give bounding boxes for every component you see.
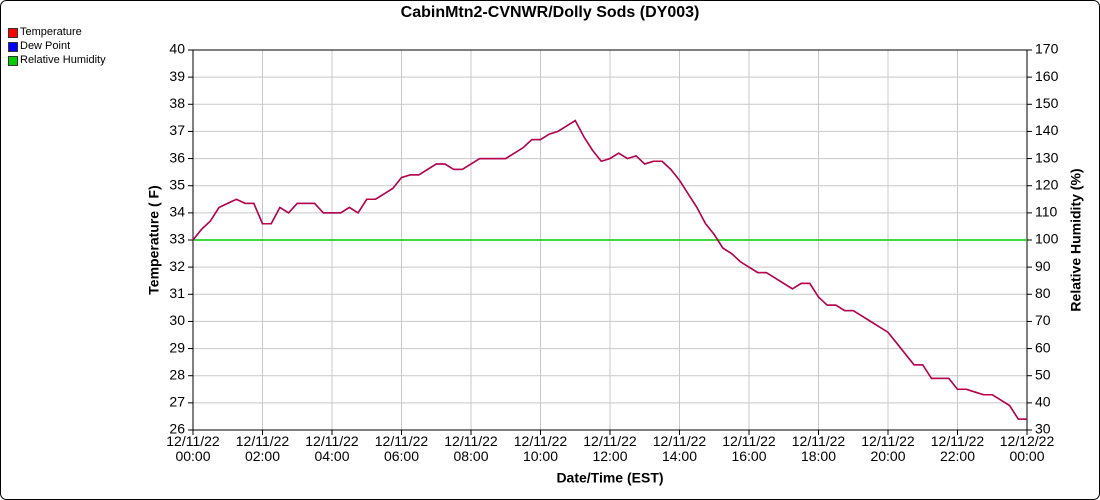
y-tick-label: 29: [169, 339, 185, 355]
x-tick-label: 12/11/22 08:00: [444, 433, 498, 464]
y-tick-label: 26: [169, 421, 185, 437]
y2-tick-label: 60: [1035, 339, 1051, 355]
y-tick-label: 32: [169, 258, 185, 274]
y-tick-label: 35: [169, 176, 185, 192]
y2-tick-label: 120: [1035, 176, 1059, 192]
series-line: [192, 119, 1027, 420]
y2-axis-title: Relative Humidity (%): [1068, 168, 1084, 311]
y-tick-label: 31: [169, 285, 185, 301]
y-tick-label: 34: [169, 204, 185, 220]
y-axis-title: Temperature ( F): [146, 185, 162, 294]
y-tick-label: 37: [169, 122, 185, 138]
y-tick-label: 28: [169, 366, 185, 382]
y2-tick-label: 80: [1035, 285, 1051, 301]
chart-title: CabinMtn2-CVNWR/Dolly Sods (DY003): [401, 4, 700, 21]
y-tick-label: 33: [169, 231, 185, 247]
legend-swatch: [8, 42, 18, 52]
legend-label: Dew Point: [20, 40, 71, 52]
y2-tick-label: 140: [1035, 122, 1059, 138]
x-tick-label: 12/11/22 06:00: [374, 433, 429, 464]
legend-swatch: [8, 56, 18, 66]
legend-label: Relative Humidity: [20, 54, 106, 66]
y-tick-label: 36: [169, 149, 185, 165]
x-tick-label: 12/11/22 02:00: [235, 433, 290, 464]
y2-tick-label: 150: [1035, 95, 1059, 111]
y-tick-label: 40: [169, 41, 185, 57]
y-tick-label: 27: [169, 394, 185, 410]
y2-tick-label: 100: [1035, 231, 1059, 247]
x-tick-label: 12/11/22 14:00: [652, 433, 707, 464]
y-tick-label: 38: [169, 95, 185, 111]
y-tick-label: 39: [169, 68, 185, 84]
x-tick-label: 12/11/22 22:00: [930, 433, 985, 464]
y-tick-label: 30: [169, 312, 185, 328]
x-tick-label: 12/11/22 18:00: [791, 433, 846, 464]
y2-tick-label: 110: [1035, 204, 1058, 220]
y2-tick-label: 160: [1035, 68, 1059, 84]
x-tick-label: 12/11/22 04:00: [305, 433, 359, 464]
x-tick-label: 12/11/22 16:00: [722, 433, 776, 464]
x-tick-label: 12/12/22 00:00: [999, 433, 1055, 464]
x-tick-label: 12/11/22 12:00: [583, 433, 637, 464]
x-tick-label: 12/11/22 20:00: [861, 433, 915, 464]
legend-label: Temperature: [20, 26, 82, 38]
x-tick-label: 12/11/22 10:00: [513, 433, 568, 464]
y2-tick-label: 70: [1035, 312, 1051, 328]
x-axis-title: Date/Time (EST): [556, 470, 663, 486]
y2-tick-label: 170: [1035, 41, 1059, 57]
y2-tick-label: 30: [1035, 421, 1051, 437]
y2-tick-label: 130: [1035, 149, 1059, 165]
y2-tick-label: 50: [1035, 366, 1051, 382]
y2-tick-label: 90: [1035, 258, 1051, 274]
y2-tick-label: 40: [1035, 394, 1051, 410]
x-tick-label: 12/11/22 00:00: [166, 433, 220, 464]
legend-swatch: [8, 28, 18, 38]
